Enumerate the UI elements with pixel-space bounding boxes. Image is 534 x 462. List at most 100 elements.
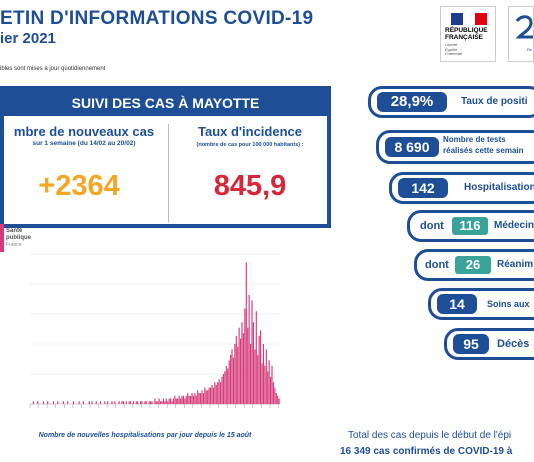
chart-bar [37,401,39,404]
chart-bar [252,322,254,404]
chart-bar [210,387,212,404]
chart-bar [254,349,256,404]
tests-label-line2: réalisés cette semain [443,146,524,155]
chart-bar [194,393,196,404]
rf-logo-text: RÉPUBLIQUE FRANÇAISE [445,27,488,41]
chart-bar [167,401,169,404]
chart-bar [247,327,249,404]
header: ETIN D'INFORMATIONS COVID-19 ier 2021 ib… [0,0,534,72]
chart-bar [265,349,267,404]
chart-bar [230,354,232,404]
chart-bar [165,398,167,404]
total-cases-title: Total des cas depuis le début de l'épi [348,430,512,441]
chart-bar [72,401,74,404]
soins-value: 14 [437,294,477,314]
positivity-card: 28,9% Taux de positi [368,86,534,118]
ars-logo-text: Ré [527,47,533,52]
bulletin-title: ETIN D'INFORMATIONS COVID-19 [0,8,314,29]
chart-bar [248,294,250,404]
hospitalisation-card: 142 Hospitalisation [389,172,534,204]
chart-bar [255,311,257,404]
french-flag-icon [451,12,487,25]
chart-bar [180,398,182,404]
chart-bar [121,401,123,404]
chart-bar [262,344,264,404]
chart-bar [241,322,243,404]
chart-bar [88,401,90,404]
deces-card: 95 Décès [444,328,534,360]
chart-bar [237,346,239,404]
hospitalisation-value: 142 [398,178,448,198]
chart-bar [235,335,237,404]
tests-card: 8 690 Nombre de tests réalisés cette sem… [376,130,534,164]
chart-bar [225,365,227,404]
chart-bar [57,401,59,404]
chart-bar [175,398,177,404]
chart-bar [264,365,266,404]
chart-bar [137,401,139,404]
chart-bar [275,393,277,404]
chart-bar [191,393,193,404]
total-cases-line: 16 349 cas confirmés de COVID-19 à [340,446,512,457]
chart-bar [278,398,280,404]
chart-bar [250,344,252,404]
hospitalisations-chart: Santé publique France [0,224,290,424]
deces-label: Décès [497,338,530,350]
chart-bar [234,344,236,404]
chart-bar [224,371,226,404]
chart-bar [162,398,164,404]
chart-bar [151,401,153,404]
medecine-prefix: dont [420,220,444,232]
chart-bar [104,401,106,404]
chart-bar [125,401,127,404]
chart-bar [208,387,210,404]
chart-bar [204,387,206,404]
suivi-panel: SUIVI DES CAS À MAYOTTE mbre de nouveaux… [0,86,331,228]
republique-francaise-logo: RÉPUBLIQUE FRANÇAISE Liberté Égalité Frater… [440,6,496,62]
chart-bar [144,401,146,404]
chart-bar [192,395,194,404]
positivity-value: 28,9% [377,92,447,112]
chart-bar [141,401,143,404]
reanimation-prefix: dont [425,259,449,271]
chart-bar [47,401,49,404]
chart-bar [231,349,233,404]
santepublique-logo-text-2: publique [6,235,32,241]
bulletin-date: ier 2021 [0,30,56,47]
chart-bar [67,401,69,404]
chart-bar [140,401,142,404]
chart-bar [184,398,186,404]
chart-bar [82,401,84,404]
chart-bar [232,357,234,404]
chart-bar [200,393,202,404]
chart-bar [188,395,190,404]
chart-bar [170,398,172,404]
chart-bar [155,401,157,404]
chart-bar [181,395,183,404]
chart-bar [198,393,200,404]
soins-card: 14 Soins aux [428,288,534,320]
chart-bar [214,382,216,404]
chart-bar [148,401,150,404]
tests-value: 8 690 [385,137,439,157]
reanimation-value: 26 [455,256,491,274]
chart-bar [42,401,44,404]
tests-label-line1: Nombre de tests [443,135,506,144]
chart-bar [95,401,97,404]
chart-bar [78,401,80,404]
chart-bar [114,401,116,404]
new-cases-title: mbre de nouveaux cas [13,124,155,139]
santepublique-logo-text-1: Santé [6,228,23,234]
chart-bar [251,300,253,404]
chart-bar [172,398,174,404]
chart-bar [260,330,262,404]
chart-bar [158,398,160,404]
chart-bar [228,360,230,404]
new-cases-period: sur 1 semaine (du 14/02 au 20/02) [32,140,136,147]
tests-label: Nombre de tests réalisés cette semain [443,134,524,156]
chart-bar [171,401,173,404]
chart-bar [164,401,166,404]
chart-bar [161,401,163,404]
hospitalisation-label: Hospitalisation [464,182,534,193]
